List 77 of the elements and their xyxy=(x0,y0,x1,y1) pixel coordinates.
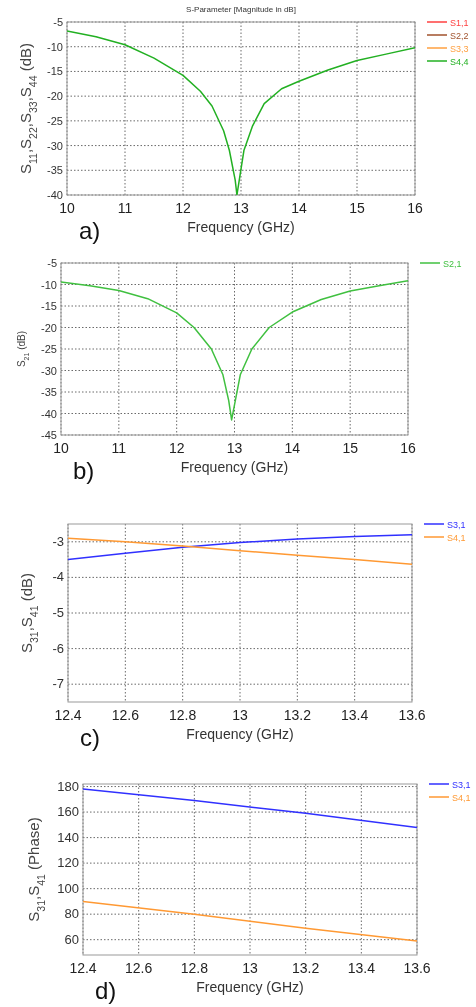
y-tick-label: -35 xyxy=(47,164,63,177)
text: a) xyxy=(79,217,101,244)
x-tick-label: 13.6 xyxy=(398,707,426,723)
y-tick-label: 80 xyxy=(64,906,79,922)
line-series xyxy=(83,900,417,942)
x-tick-label: 16 xyxy=(400,440,416,456)
x-tick-label: 15 xyxy=(349,200,365,216)
y-tick-label: -10 xyxy=(41,278,57,291)
x-tick-label: 12.6 xyxy=(111,707,140,723)
y-tick-label: -10 xyxy=(47,40,63,53)
y-tick-label: -15 xyxy=(47,65,63,78)
y-tick-label: -20 xyxy=(41,321,57,334)
y-tick-label: -30 xyxy=(41,364,57,377)
text: b) xyxy=(73,457,95,484)
y-tick-label: 100 xyxy=(57,880,79,896)
y-tick-label: 60 xyxy=(64,931,79,947)
legend-label: S3,3 xyxy=(450,43,469,54)
y-tick-label: -30 xyxy=(47,139,63,152)
y-tick-label: -40 xyxy=(47,189,63,201)
x-tick-label: 10 xyxy=(59,200,75,216)
legend-label: S4,1 xyxy=(452,792,471,803)
legend-label: S1,1 xyxy=(450,17,469,28)
x-tick-label: 14 xyxy=(284,440,301,456)
x-tick-label: 13 xyxy=(233,200,249,216)
y-tick-label: -3 xyxy=(52,533,64,549)
y-tick-label: -7 xyxy=(52,676,64,692)
legend-label: S4,1 xyxy=(447,532,466,543)
x-tick-label: 11 xyxy=(111,440,127,456)
chart-title: S-Parameter [Magnitude in dB] xyxy=(186,5,296,14)
x-axis-title: Frequency (GHz) xyxy=(180,459,289,475)
x-tick-label: 13.2 xyxy=(283,707,312,723)
y-tick-label: -25 xyxy=(41,343,57,355)
y-tick-label: -15 xyxy=(41,300,57,312)
x-tick-label: 10 xyxy=(53,440,69,456)
x-tick-label: 13 xyxy=(226,440,243,456)
x-axis-title: Frequency (GHz) xyxy=(196,979,304,995)
y-tick-label: -25 xyxy=(47,114,63,127)
x-tick-label: 12 xyxy=(168,440,185,456)
x-tick-label: 13.6 xyxy=(403,960,431,976)
x-tick-label: 12 xyxy=(175,200,191,216)
x-tick-label: 12.4 xyxy=(69,960,97,976)
legend-label: S2,1 xyxy=(443,258,462,269)
x-tick-label: 14 xyxy=(291,200,307,216)
x-axis-title: Frequency (GHz) xyxy=(186,726,294,742)
x-tick-label: 11 xyxy=(117,200,133,216)
y-tick-label: 160 xyxy=(57,804,79,820)
legend-label: S4,4 xyxy=(450,56,469,67)
y-tick-label: 120 xyxy=(57,855,79,871)
y-tick-label: -4 xyxy=(52,569,64,585)
y-tick-label: 180 xyxy=(57,778,79,794)
x-tick-label: 12.6 xyxy=(125,960,153,976)
x-tick-label: 15 xyxy=(342,440,359,456)
y-tick-label: 140 xyxy=(57,829,79,845)
y-tick-label: -5 xyxy=(52,605,64,620)
x-tick-label: 13 xyxy=(232,707,248,723)
legend-label: S3,1 xyxy=(447,519,466,530)
x-tick-label: 12.8 xyxy=(180,960,209,976)
y-tick-label: -6 xyxy=(52,640,64,656)
y-tick-label: -35 xyxy=(41,386,57,398)
x-axis-title: Frequency (GHz) xyxy=(187,219,295,235)
text: c) xyxy=(80,724,100,751)
y-tick-label: -40 xyxy=(41,407,57,420)
text: d) xyxy=(95,977,117,1004)
y-tick-label: -20 xyxy=(47,90,63,103)
x-tick-label: 12.8 xyxy=(169,707,197,723)
legend-label: S2,2 xyxy=(450,30,469,41)
x-tick-label: 13 xyxy=(242,960,258,976)
y-tick-label: -45 xyxy=(41,429,57,441)
line-series xyxy=(61,279,408,421)
x-tick-label: 13.2 xyxy=(292,960,320,976)
x-tick-label: 13.4 xyxy=(341,707,369,723)
legend-label: S3,1 xyxy=(452,779,471,790)
x-tick-label: 16 xyxy=(407,200,423,216)
x-tick-label: 13.4 xyxy=(347,960,376,976)
x-tick-label: 12.4 xyxy=(54,707,82,723)
y-tick-label: -5 xyxy=(47,257,57,269)
y-tick-label: -5 xyxy=(53,16,63,28)
